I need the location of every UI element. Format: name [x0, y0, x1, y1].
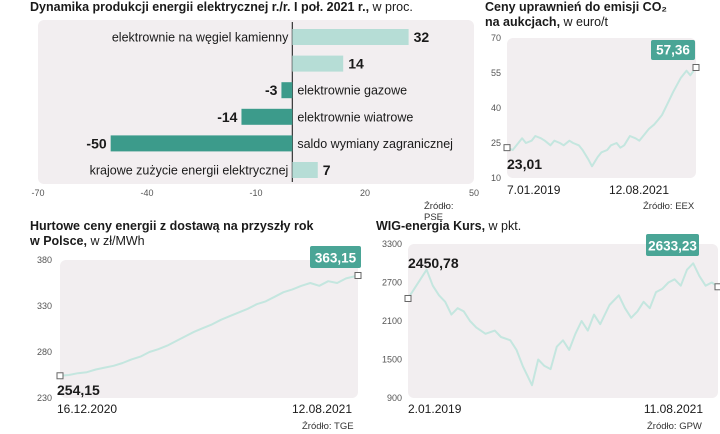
chart2-y-tick-label: 70 — [491, 33, 501, 43]
chart4-y-tick-label: 2100 — [382, 316, 402, 326]
chart4-source: Źródło: GPW — [647, 421, 702, 432]
chart4-svg: 900 1500 2100 2700 3300 2450,78 2633,23 2.01.20… — [382, 234, 720, 416]
chart4-end-badge — [646, 234, 699, 256]
chart3-start-date: 16.12.2020 — [57, 402, 117, 416]
chart2-series-line — [506, 66, 697, 168]
chart3-end-value-label: 363,15 — [315, 251, 357, 266]
chart1-x-tick-label: -40 — [140, 188, 153, 198]
chart1-bar — [241, 108, 293, 125]
chart1-bar — [281, 82, 293, 99]
chart3-y-tick-label: 380 — [37, 255, 52, 265]
chart1-category-label: elektrownie wiatrowe — [297, 110, 413, 124]
chart4-start-value-label: 2450,78 — [408, 255, 459, 271]
chart3-y-tick-label: 280 — [37, 347, 52, 357]
chart1-value-label: 14 — [348, 56, 364, 72]
chart1-value-label: -50 — [86, 135, 106, 151]
chart1-category-label: saldo wymiany zagranicznej — [297, 137, 453, 151]
chart3-title: Hurtowe ceny energii z dostawą na przysz… — [30, 219, 314, 248]
chart1-category-label: elektrownie na węgiel kamienny — [112, 31, 289, 45]
chart3-y-tick-label: 330 — [37, 301, 52, 311]
chart1-x-tick-label: 20 — [360, 188, 370, 198]
chart3-source: Źródło: TGE — [302, 421, 354, 432]
chart1-svg: 32 elektrownie na węgiel kamienny 14 -3 elek… — [31, 20, 479, 198]
chart2-y-tick-label: 55 — [491, 68, 501, 78]
chart2-y-tick-label: 10 — [491, 173, 501, 183]
chart1-x-tick-label: 50 — [469, 188, 479, 198]
chart2-source: Źródło: EEX — [643, 201, 695, 212]
chart3-end-date: 12.08.2021 — [292, 402, 352, 416]
chart2-end-badge — [651, 40, 695, 60]
chart2-y-tick-label: 40 — [491, 103, 501, 113]
chart4-end-date: 11.08.2021 — [644, 402, 703, 416]
chart1-value-label: 7 — [323, 162, 331, 178]
chart2-start-marker — [503, 144, 511, 152]
panel-energy-prices: Hurtowe ceny energii z dostawą na przysz… — [0, 218, 362, 434]
chart1-bar — [110, 135, 293, 152]
chart3-plot-background — [60, 260, 358, 398]
chart2-plot-background — [507, 38, 696, 178]
chart4-title: WIG-energia Kurs, w pkt. — [376, 219, 522, 233]
chart1-title: Dynamika produkcji energii elektrycznej … — [30, 0, 413, 14]
chart1-source: Źródło: PSE — [424, 201, 454, 223]
chart1-category-label: elektrownie gazowe — [297, 84, 407, 98]
chart2-start-date: 7.01.2019 — [507, 183, 561, 197]
chart4-end-marker — [714, 283, 720, 291]
chart1-value-label: -14 — [217, 109, 237, 125]
chart3-end-marker — [354, 272, 362, 280]
chart3-end-badge — [310, 246, 361, 268]
chart3-start-marker — [56, 372, 64, 380]
chart2-title: Ceny uprawnień do emisji CO₂ na aukcjach… — [485, 0, 667, 29]
chart2-end-date: 12.08.2021 — [609, 183, 669, 197]
chart1-value-label: -3 — [265, 82, 278, 98]
chart3-y-tick-label: 230 — [37, 393, 52, 403]
chart4-y-tick-label: 1500 — [382, 355, 402, 365]
chart2-svg: 10 25 40 55 70 23,01 57,36 7.01.2019 12.08.2021 — [491, 33, 700, 197]
chart3-start-value-label: 254,15 — [57, 382, 100, 398]
chart4-y-tick-label: 3300 — [382, 239, 402, 249]
chart1-bar — [292, 162, 318, 178]
chart4-start-date: 2.01.2019 — [408, 402, 462, 416]
panel-wig-energia: WIG-energia Kurs, w pkt. 900 1500 2100 2700… — [365, 218, 720, 434]
panel-co2-prices: Ceny uprawnień do emisji CO₂ na aukcjach… — [485, 0, 720, 214]
panel-production-dynamics: Dynamika produkcji energii elektrycznej … — [0, 0, 479, 223]
chart4-plot-background — [408, 244, 718, 398]
chart1-value-label: 32 — [414, 29, 430, 45]
chart4-start-marker — [404, 294, 412, 302]
chart3-series-line — [59, 274, 359, 377]
chart1-bar — [292, 55, 344, 72]
chart1-category-label: krajowe zużycie energii elektrycznej — [90, 164, 289, 178]
chart2-start-value-label: 23,01 — [507, 156, 542, 172]
chart1-x-tick-label: -70 — [31, 188, 44, 198]
chart4-y-tick-label: 900 — [387, 393, 402, 403]
chart1-x-tick-label: -10 — [249, 188, 262, 198]
chart4-y-tick-label: 2700 — [382, 278, 402, 288]
chart2-end-value-label: 57,36 — [656, 43, 690, 58]
chart4-series-line — [407, 262, 719, 387]
chart2-y-tick-label: 25 — [491, 138, 501, 148]
chart1-bar — [292, 29, 409, 45]
chart2-end-marker — [692, 63, 700, 71]
chart3-svg: 230 280 330 380 254,15 363,15 16.12.2020 12.08.… — [37, 246, 362, 416]
chart4-end-value-label: 2633,23 — [648, 239, 697, 254]
